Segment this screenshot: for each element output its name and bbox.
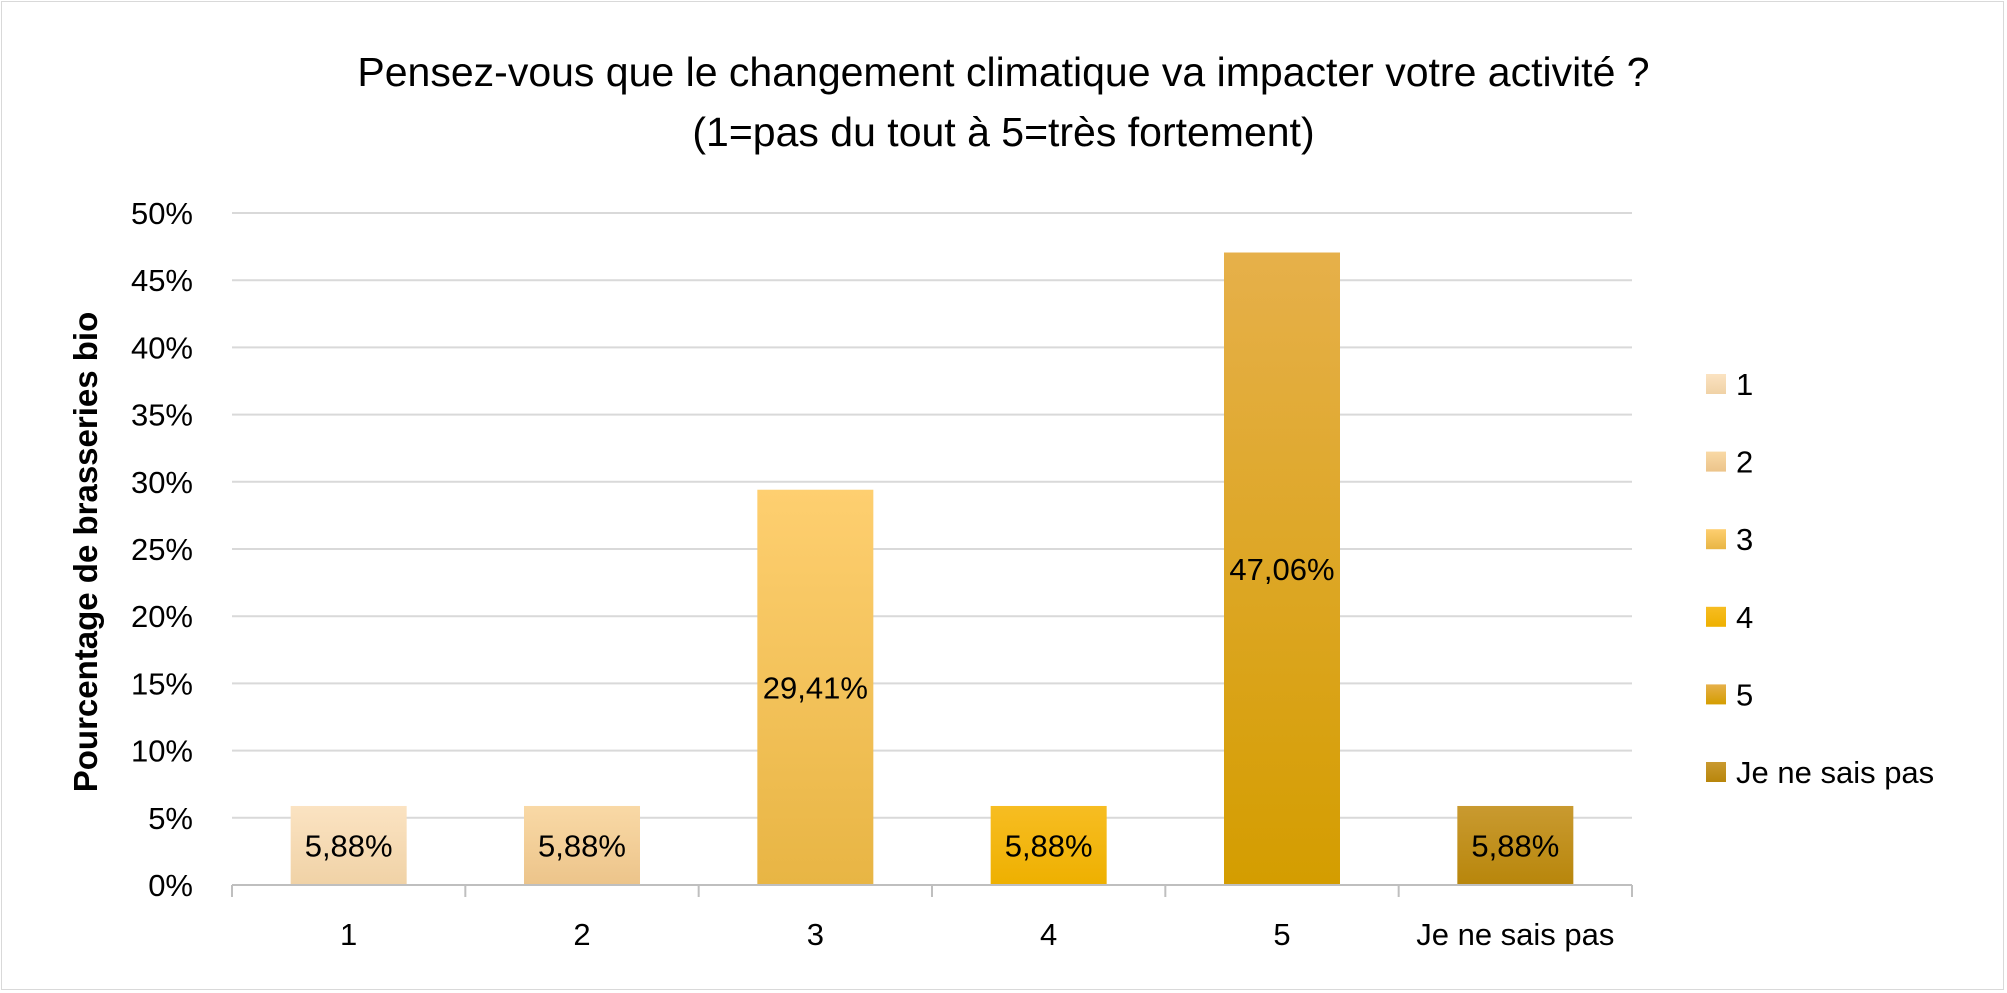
legend-label: 5 xyxy=(1736,677,1753,712)
bar-je-ne-sais-pas xyxy=(1457,805,1574,885)
x-tick-label: 1 xyxy=(340,917,357,952)
legend-label: Je ne sais pas xyxy=(1736,755,1934,790)
data-labels: 5,88% 5,88% 29,41% 5,88% 47,06% 5,88% xyxy=(305,552,1560,864)
x-tick-label: 4 xyxy=(1040,917,1057,952)
y-tick-label: 20% xyxy=(131,599,193,634)
y-axis-ticks: 0% 5% 10% 15% 20% 25% 30% 35% 40% 45% 50% xyxy=(131,196,193,903)
x-tick-label: Je ne sais pas xyxy=(1416,917,1614,952)
chart-title-line-2: (1=pas du tout à 5=très fortement) xyxy=(692,109,1315,155)
gridlines xyxy=(232,212,1632,819)
data-label: 5,88% xyxy=(1471,828,1559,863)
y-tick-label: 40% xyxy=(131,330,193,365)
data-label: 5,88% xyxy=(1005,828,1093,863)
x-axis: 1 2 3 4 5 Je ne sais pas xyxy=(231,884,1633,952)
legend-swatch xyxy=(1706,374,1726,394)
legend-swatch xyxy=(1706,451,1726,472)
y-tick-label: 50% xyxy=(131,196,193,231)
legend-swatch xyxy=(1706,684,1726,705)
y-tick-label: 35% xyxy=(131,398,193,433)
x-tick-label: 3 xyxy=(807,917,824,952)
y-tick-label: 30% xyxy=(131,465,193,500)
bar-3 xyxy=(757,489,874,885)
bar-1 xyxy=(290,805,407,885)
y-tick-label: 0% xyxy=(148,868,193,903)
y-tick-label: 5% xyxy=(148,801,193,836)
y-tick-label: 10% xyxy=(131,734,193,769)
x-tick-label: 5 xyxy=(1273,917,1290,952)
bar-5 xyxy=(1224,252,1340,885)
legend-label: 3 xyxy=(1736,522,1753,557)
data-label: 5,88% xyxy=(538,828,626,863)
data-label: 5,88% xyxy=(305,828,393,863)
data-label: 29,41% xyxy=(763,670,868,705)
chart-title-line-1: Pensez-vous que le changement climatique… xyxy=(357,49,1650,95)
x-tick-label: 2 xyxy=(573,917,590,952)
legend: 1 2 3 4 5 Je ne sais pas xyxy=(1706,367,1934,790)
bars xyxy=(290,252,1574,885)
data-label: 47,06% xyxy=(1229,552,1334,587)
bar-4 xyxy=(990,805,1107,885)
y-tick-label: 25% xyxy=(131,532,193,567)
y-tick-label: 15% xyxy=(131,666,193,701)
legend-swatch xyxy=(1706,529,1726,550)
legend-swatch xyxy=(1706,606,1726,627)
legend-label: 4 xyxy=(1736,600,1753,635)
chart-title: Pensez-vous que le changement climatique… xyxy=(0,42,2007,162)
legend-label: 1 xyxy=(1736,367,1753,402)
legend-swatch xyxy=(1706,762,1726,782)
legend-label: 2 xyxy=(1736,445,1753,480)
y-tick-label: 45% xyxy=(131,263,193,298)
bar-2 xyxy=(524,805,640,885)
